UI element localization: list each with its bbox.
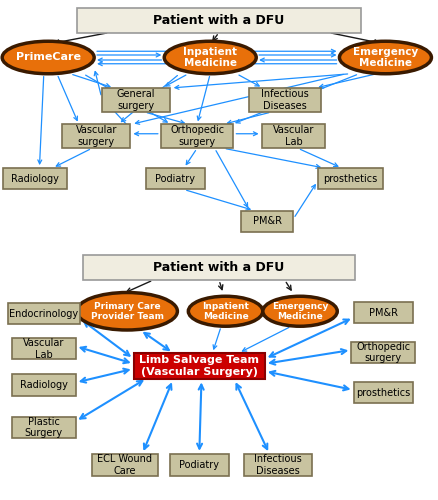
Text: General
surgery: General surgery — [117, 89, 155, 111]
FancyBboxPatch shape — [92, 454, 158, 476]
Text: Orthopedic
surgery: Orthopedic surgery — [356, 342, 410, 363]
FancyBboxPatch shape — [83, 255, 355, 280]
Text: PM&R: PM&R — [253, 216, 282, 226]
Text: Patient with a DFU: Patient with a DFU — [153, 261, 285, 274]
Text: Primary Care
Provider Team: Primary Care Provider Team — [91, 302, 163, 321]
Text: Vascular
Lab: Vascular Lab — [273, 126, 314, 147]
Text: Radiology: Radiology — [11, 174, 59, 184]
FancyBboxPatch shape — [318, 168, 383, 190]
FancyBboxPatch shape — [12, 417, 75, 438]
FancyBboxPatch shape — [8, 303, 80, 324]
Text: Podiatry: Podiatry — [179, 460, 219, 470]
FancyBboxPatch shape — [4, 168, 67, 190]
Text: ECL Wound
Care: ECL Wound Care — [97, 454, 152, 476]
FancyBboxPatch shape — [145, 168, 205, 190]
Ellipse shape — [339, 42, 431, 74]
Ellipse shape — [263, 296, 337, 326]
FancyBboxPatch shape — [170, 454, 229, 476]
Ellipse shape — [188, 296, 263, 326]
Text: prosthetics: prosthetics — [323, 174, 378, 184]
Text: Orthopedic
surgery: Orthopedic surgery — [170, 126, 224, 147]
Text: Inpatient
Medicine: Inpatient Medicine — [202, 302, 249, 321]
FancyBboxPatch shape — [249, 88, 321, 112]
Text: Inpatient
Medicine: Inpatient Medicine — [183, 46, 237, 68]
Ellipse shape — [77, 292, 177, 330]
FancyBboxPatch shape — [351, 342, 415, 363]
Text: Podiatry: Podiatry — [155, 174, 195, 184]
Text: Infectious
Diseases: Infectious Diseases — [254, 454, 302, 476]
FancyBboxPatch shape — [134, 353, 265, 380]
Text: Emergency
Medicine: Emergency Medicine — [272, 302, 328, 321]
Text: Vascular
surgery: Vascular surgery — [76, 126, 117, 147]
FancyBboxPatch shape — [241, 210, 293, 232]
Text: PM&R: PM&R — [369, 308, 398, 318]
FancyBboxPatch shape — [354, 382, 413, 403]
FancyBboxPatch shape — [12, 338, 75, 359]
Ellipse shape — [2, 42, 94, 74]
Text: prosthetics: prosthetics — [356, 388, 410, 398]
Text: Radiology: Radiology — [20, 380, 68, 390]
FancyBboxPatch shape — [102, 88, 170, 112]
FancyBboxPatch shape — [354, 302, 413, 323]
Text: Infectious
Diseases: Infectious Diseases — [261, 89, 309, 111]
Text: Endocrinology: Endocrinology — [9, 308, 78, 319]
Text: Limb Salvage Team
(Vascular Surgery): Limb Salvage Team (Vascular Surgery) — [139, 356, 259, 377]
FancyBboxPatch shape — [12, 374, 75, 396]
FancyBboxPatch shape — [77, 8, 361, 32]
FancyBboxPatch shape — [63, 124, 131, 148]
Text: Vascular
Lab: Vascular Lab — [23, 338, 64, 359]
Text: PrimeCare: PrimeCare — [16, 52, 81, 62]
FancyBboxPatch shape — [244, 454, 312, 476]
Ellipse shape — [164, 42, 256, 74]
FancyBboxPatch shape — [161, 124, 233, 148]
Text: Emergency
Medicine: Emergency Medicine — [353, 46, 418, 68]
Text: Plastic
Surgery: Plastic Surgery — [25, 416, 63, 438]
FancyBboxPatch shape — [262, 124, 325, 148]
Text: Patient with a DFU: Patient with a DFU — [153, 14, 285, 26]
